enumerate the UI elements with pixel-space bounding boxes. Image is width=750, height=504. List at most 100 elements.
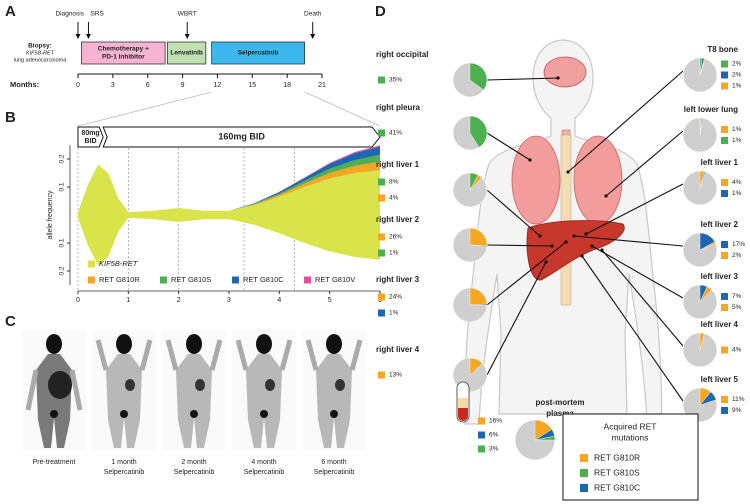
leader-dot: [528, 158, 532, 162]
treatment-label: PD-1 inhibitor: [102, 54, 145, 61]
dose-label: 160mg BID: [218, 131, 265, 141]
y-tick-label: 0.1: [59, 238, 66, 247]
scan-organ: [265, 379, 275, 391]
leader-dot: [556, 76, 560, 80]
leader-line: [486, 189, 541, 237]
pct-label: 1%: [389, 310, 399, 317]
leader-dot: [566, 170, 570, 174]
brain: [543, 56, 587, 88]
scan-body: [106, 354, 142, 448]
scan-arms: [25, 369, 83, 411]
pct-label: 5%: [732, 304, 742, 311]
x-tick-label: 0: [76, 297, 80, 304]
panel-label: A: [5, 3, 16, 20]
pie-slice: [469, 303, 488, 306]
biopsy-text: Biopsy:: [28, 43, 52, 50]
plasma-name: plasma: [546, 409, 574, 418]
scan-arms: [305, 339, 363, 371]
pct-label: 13%: [389, 372, 402, 379]
treatment-label: Chemotherapy +: [98, 46, 149, 53]
pct-label: 11%: [732, 396, 745, 403]
scan-bladder: [190, 410, 198, 418]
site-name: left liver 5: [701, 375, 739, 384]
pet-scan: [232, 330, 296, 450]
pct-swatch: [721, 396, 728, 403]
scan-arms: [95, 339, 153, 371]
pct-swatch: [721, 137, 728, 144]
pie-slice: [699, 117, 703, 136]
site-name: left liver 1: [701, 158, 739, 167]
pct-swatch: [478, 445, 485, 453]
site-name: left lower lung: [684, 105, 738, 114]
dose-label: BID: [85, 138, 97, 145]
pct-swatch: [378, 309, 385, 317]
pie-slice: [699, 332, 705, 351]
dose-arrow: [77, 126, 104, 148]
legend-swatch: [88, 260, 95, 268]
pct-label: 3%: [489, 446, 499, 453]
x-tick-label: 5: [328, 297, 332, 304]
scan-bladder: [50, 410, 58, 418]
site-name: left liver 3: [701, 272, 739, 281]
anatomy: [463, 39, 663, 425]
scan-caption: Selpercatinib: [104, 469, 145, 476]
time-tick-label: 18: [283, 82, 291, 89]
scan-arms: [165, 339, 223, 371]
treatment-bar: [167, 41, 207, 65]
treatment-label: Lenvatinib: [170, 50, 203, 57]
scan-caption: 6 month: [321, 459, 346, 466]
pct-label: 26%: [389, 234, 402, 241]
site-name: right liver 1: [376, 160, 420, 169]
panel-label: C: [5, 313, 16, 330]
pct-label: 2%: [732, 252, 742, 259]
x-tick-label: 3: [227, 297, 231, 304]
site-name: right liver 3: [376, 275, 420, 284]
legend-label: RET G810S: [594, 467, 640, 477]
left-lung: [573, 135, 623, 225]
leader-dot: [550, 244, 554, 248]
scan-brain: [46, 334, 62, 354]
scan-bladder: [120, 410, 128, 418]
pct-label: 1%: [389, 250, 399, 257]
leader-dot: [538, 234, 542, 238]
y-axis-label: allele frequency: [47, 190, 54, 240]
scan-brain: [326, 334, 342, 354]
axis-label: Months:: [10, 80, 39, 89]
pie-slice: [469, 227, 488, 247]
legend-swatch: [580, 469, 588, 477]
leader-dot: [572, 234, 576, 238]
site-name: right pleura: [376, 103, 421, 112]
legend-swatch: [580, 454, 588, 462]
pct-label: 35%: [389, 77, 402, 84]
dose-label: 80mg: [81, 130, 99, 137]
pie-slice: [469, 62, 488, 91]
scan-caption: Selpercatinib: [244, 469, 285, 476]
pct-swatch: [378, 293, 385, 301]
time-tick-label: 21: [318, 82, 326, 89]
y-tick-label: 0.2: [59, 154, 66, 163]
site-name: right liver 2: [376, 215, 420, 224]
time-tick-label: 9: [181, 82, 185, 89]
pct-swatch: [378, 178, 385, 186]
scan-caption: Selpercatinib: [314, 469, 355, 476]
leader-line: [486, 261, 547, 376]
scan-caption: 2 month: [181, 459, 206, 466]
legend-label: RET G810S: [171, 275, 211, 284]
event-label: WBRT: [178, 11, 197, 18]
pie-slice: [699, 241, 717, 251]
site-name: left liver 2: [701, 220, 739, 229]
leader-dot: [544, 260, 548, 264]
leader-line: [591, 245, 684, 299]
tube-blood: [458, 408, 468, 421]
leader-line: [581, 255, 684, 402]
pct-label: 8%: [389, 179, 399, 186]
pct-swatch: [721, 82, 728, 90]
leader-line: [486, 241, 567, 306]
panel-label: B: [5, 109, 16, 126]
biopsy-text: KIF5B-RET: [26, 50, 55, 56]
leader-line: [486, 132, 531, 161]
pct-swatch: [721, 179, 728, 186]
scan-caption: 4 month: [251, 459, 276, 466]
time-tick-label: 6: [146, 82, 150, 89]
arrow-head: [75, 34, 81, 39]
